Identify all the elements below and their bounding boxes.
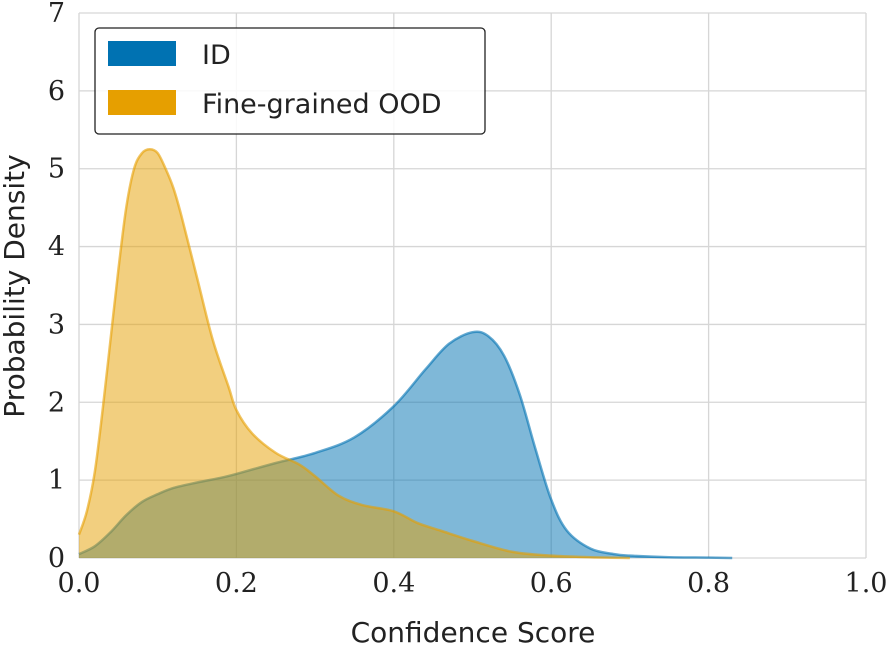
x-axis-label: Confidence Score xyxy=(351,616,596,649)
y-tick-label: 6 xyxy=(48,76,65,107)
legend-label-fine-grained-ood: Fine-grained OOD xyxy=(202,89,442,120)
y-tick-label: 2 xyxy=(48,387,65,418)
x-tick-label: 0.6 xyxy=(530,568,573,599)
legend-frame xyxy=(94,27,486,135)
density-areas xyxy=(77,147,733,560)
line-fine-grained-ood xyxy=(77,147,630,560)
area-fine-grained-ood xyxy=(79,149,630,558)
x-tick-label: 1.0 xyxy=(845,568,888,599)
legend-label-id: ID xyxy=(202,40,231,71)
y-tick-label: 4 xyxy=(48,232,65,263)
y-tick-label: 7 xyxy=(48,0,65,29)
y-tick-label: 5 xyxy=(48,154,65,185)
y-tick-label: 1 xyxy=(48,465,65,496)
legend: ID Fine-grained OOD xyxy=(94,27,486,135)
y-axis-ticks: 0 1 2 3 4 5 6 7 xyxy=(48,0,65,574)
y-axis-label: Probability Density xyxy=(0,154,31,417)
x-tick-label: 0.4 xyxy=(372,568,415,599)
x-tick-label: 0.8 xyxy=(687,568,730,599)
x-tick-label: 0.0 xyxy=(58,568,101,599)
x-axis-ticks: 0.0 0.2 0.4 0.6 0.8 1.0 xyxy=(58,568,888,599)
y-tick-label: 0 xyxy=(48,543,65,574)
y-tick-label: 3 xyxy=(48,309,65,340)
x-tick-label: 0.2 xyxy=(215,568,258,599)
legend-swatch-id xyxy=(108,41,176,66)
legend-swatch-fine-grained-ood xyxy=(108,90,176,115)
